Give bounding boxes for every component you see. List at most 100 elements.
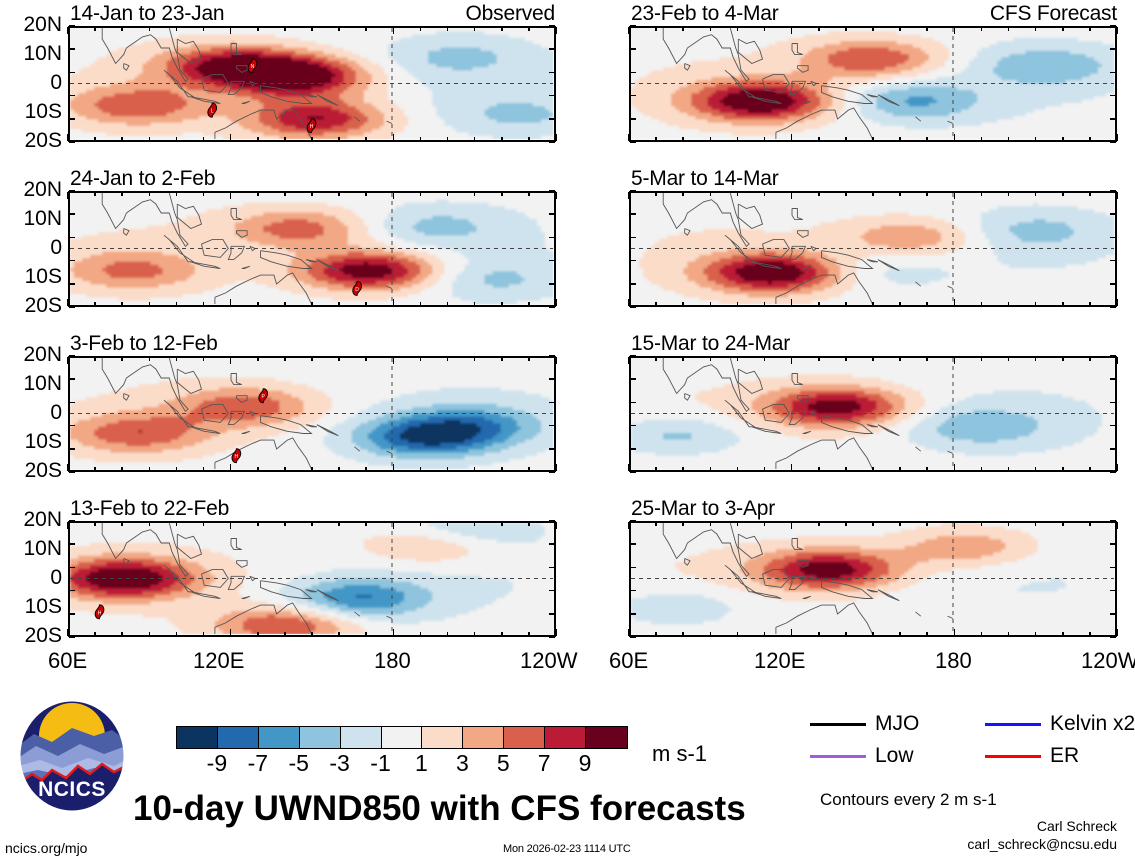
axis-tick [630, 213, 636, 215]
axis-tick [628, 357, 630, 364]
axis-tick [790, 357, 793, 364]
colorbar-cell [381, 727, 423, 748]
axis-tick [630, 543, 636, 545]
axis-tick [229, 192, 232, 199]
axis-tick [284, 302, 286, 306]
coastline [775, 107, 873, 139]
svg-text:L: L [211, 109, 214, 115]
svg-text:N: N [251, 64, 255, 70]
axis-tick [630, 283, 636, 285]
coastline [235, 65, 248, 73]
axis-tick [549, 25, 555, 27]
coastline [227, 410, 246, 426]
coastline [201, 404, 229, 423]
axis-tick [1061, 192, 1064, 196]
axis-tick [1061, 137, 1064, 141]
axis-tick [630, 613, 636, 615]
y-tick-label: 20N [23, 179, 62, 200]
map-panel-cfs-3[interactable] [629, 356, 1117, 472]
coastline [241, 430, 250, 434]
axis-tick [69, 566, 75, 569]
coastline [241, 595, 250, 599]
axis-tick [1110, 566, 1116, 569]
axis-tick [549, 401, 555, 404]
panel-title-obs-4: 13-Feb to 22-Feb [70, 498, 229, 519]
axis-tick [500, 192, 503, 196]
legend-item-er[interactable]: ER [985, 744, 1079, 768]
axis-tick [899, 192, 901, 196]
legend-item-mjo[interactable]: MJO [810, 712, 919, 736]
axis-tick [67, 299, 69, 306]
axis-tick [549, 141, 555, 143]
map-panel-cfs-2[interactable] [629, 191, 1117, 307]
y-axis-labels-row-4: 20N 10N 0 10S 20S [0, 509, 62, 646]
map-panel-cfs-4[interactable] [629, 521, 1117, 637]
axis-tick [365, 357, 368, 361]
coastline [684, 228, 691, 236]
axis-tick [1110, 94, 1116, 97]
x-tick-label: 180 [374, 650, 411, 672]
y-tick-label: 10S [25, 596, 62, 617]
map-field: N L H [70, 28, 553, 139]
axis-tick [1110, 448, 1116, 450]
colorbar-cell [463, 727, 505, 748]
axis-tick [980, 632, 983, 636]
axis-tick [845, 467, 847, 471]
axis-tick [338, 522, 340, 526]
axis-tick [817, 632, 820, 636]
legend-item-low[interactable]: Low [810, 744, 914, 768]
author-email[interactable]: carl_schreck@ncsu.edu [817, 836, 1117, 852]
axis-tick [1110, 259, 1116, 262]
coastline [947, 450, 954, 454]
x-tick-label: 120W [520, 650, 577, 672]
axis-tick [528, 27, 530, 31]
axis-tick [419, 302, 422, 306]
axis-tick [69, 589, 75, 592]
coastline [684, 558, 691, 566]
axis-tick [1089, 27, 1091, 31]
axis-tick [311, 302, 313, 306]
axis-tick [655, 632, 657, 636]
axis-tick [655, 357, 657, 361]
axis-tick [1110, 378, 1116, 380]
coastline [354, 611, 361, 617]
axis-tick [1089, 192, 1091, 196]
axis-tick [365, 137, 368, 141]
coastline [724, 234, 756, 263]
axis-tick [311, 467, 313, 471]
axis-tick [528, 192, 530, 196]
map-field [631, 193, 1114, 304]
axis-tick [763, 192, 766, 196]
coastline [796, 560, 809, 568]
axis-tick [311, 357, 313, 361]
coastline [751, 96, 782, 104]
axis-tick [500, 137, 503, 141]
axis-tick [284, 192, 286, 196]
axis-tick [1110, 636, 1116, 638]
axis-tick [630, 71, 636, 74]
map-panel-observed-1[interactable]: N L H [68, 26, 556, 142]
y-tick-label: 20N [23, 344, 62, 365]
coastline [235, 395, 248, 403]
axis-tick [1110, 355, 1116, 357]
axis-tick [549, 306, 555, 308]
map-panel-cfs-1[interactable] [629, 26, 1117, 142]
map-field: D [70, 193, 553, 304]
axis-tick [1034, 302, 1037, 306]
map-panel-observed-2[interactable]: D [68, 191, 556, 307]
contour-interval-note: Contours every 2 m s-1 [820, 790, 997, 810]
coastline [123, 63, 130, 71]
coastline [796, 230, 809, 238]
axis-tick [630, 471, 636, 473]
coastline [123, 228, 130, 236]
coastline [762, 569, 790, 588]
site-url[interactable]: ncics.org/mjo [5, 840, 87, 856]
y-tick-label: 20N [23, 509, 62, 530]
legend-item-kelvin[interactable]: Kelvin x2 [985, 712, 1135, 736]
map-panel-observed-4[interactable]: H [68, 521, 556, 637]
coastline [877, 94, 900, 107]
axis-tick [284, 27, 286, 31]
axis-tick [202, 357, 205, 361]
axis-tick [121, 27, 124, 31]
